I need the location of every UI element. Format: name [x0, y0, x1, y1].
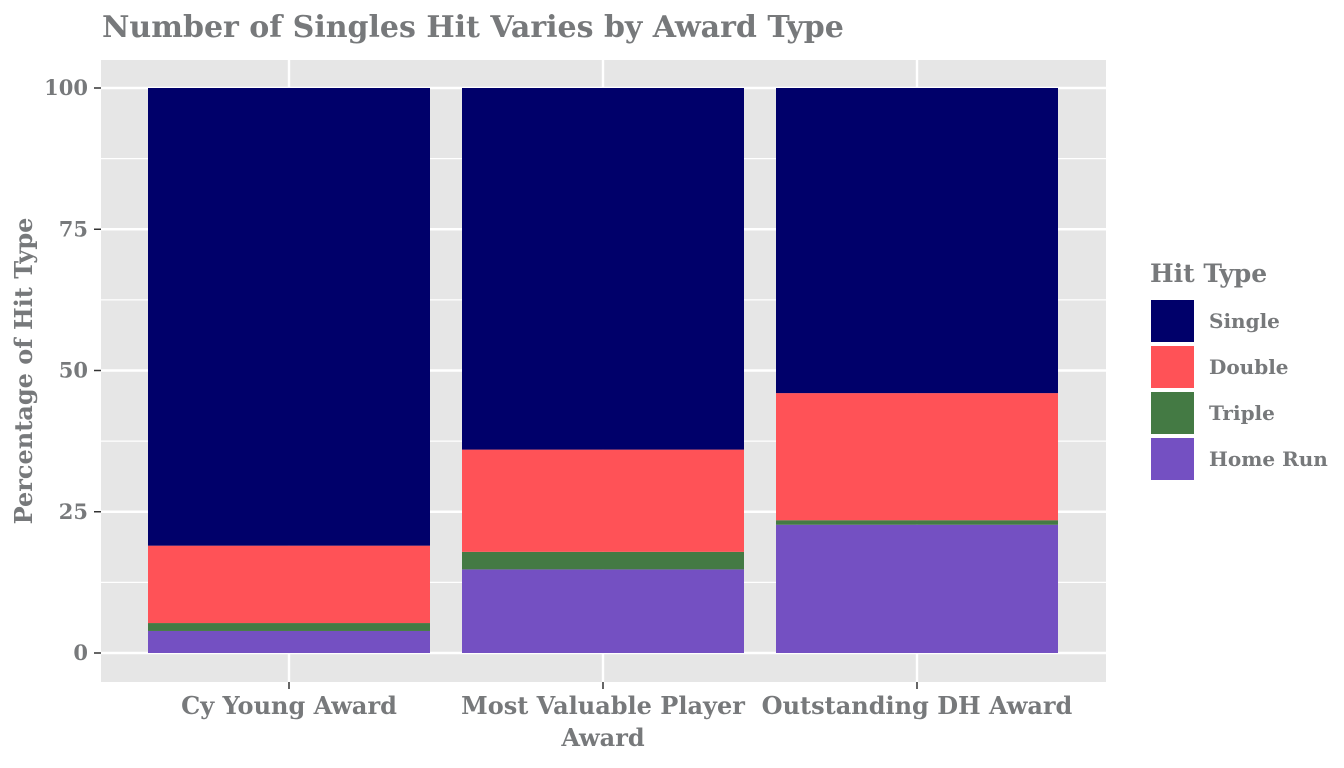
bar-home-run-2: [462, 569, 744, 653]
x-tick-label: Cy Young Award: [181, 691, 397, 720]
y-tick-label: 100: [44, 75, 88, 100]
legend-key-triple: [1151, 392, 1194, 434]
legend-key-double: [1151, 346, 1194, 388]
chart-title: Number of Singles Hit Varies by Award Ty…: [102, 10, 844, 45]
y-tick-label: 25: [59, 499, 88, 524]
y-tick-label: 75: [59, 216, 88, 241]
legend-key-single: [1151, 300, 1194, 342]
legend-key-home-run: [1151, 438, 1194, 480]
legend-label-triple: Triple: [1209, 401, 1275, 425]
bar-double-3: [776, 393, 1058, 521]
y-axis: 0 25 50 75 100: [44, 75, 101, 665]
legend-label-double: Double: [1209, 355, 1289, 379]
bar-home-run-1: [148, 630, 430, 653]
x-tick-label: Outstanding DH Award: [762, 691, 1073, 720]
bar-single-1: [148, 88, 430, 546]
bar-triple-1: [148, 623, 430, 631]
legend-label-single: Single: [1209, 309, 1280, 333]
bars: [148, 88, 1058, 653]
bar-double-1: [148, 545, 430, 624]
y-axis-label: Percentage of Hit Type: [9, 218, 38, 525]
legend: Hit Type Single Double Triple Home Run: [1150, 259, 1328, 480]
bar-triple-2: [462, 551, 744, 570]
legend-title: Hit Type: [1150, 259, 1267, 288]
bar-triple-3: [776, 520, 1058, 525]
x-tick-label: Most Valuable Player Award: [461, 691, 745, 752]
y-tick-label: 0: [73, 640, 88, 665]
bar-single-2: [462, 88, 744, 450]
bar-double-2: [462, 449, 744, 552]
x-axis: Cy Young Award Most Valuable Player Award O…: [181, 682, 1073, 752]
legend-label-home-run: Home Run: [1209, 447, 1328, 471]
y-tick-label: 50: [59, 358, 88, 383]
bar-single-3: [776, 88, 1058, 394]
bar-home-run-3: [776, 524, 1058, 653]
